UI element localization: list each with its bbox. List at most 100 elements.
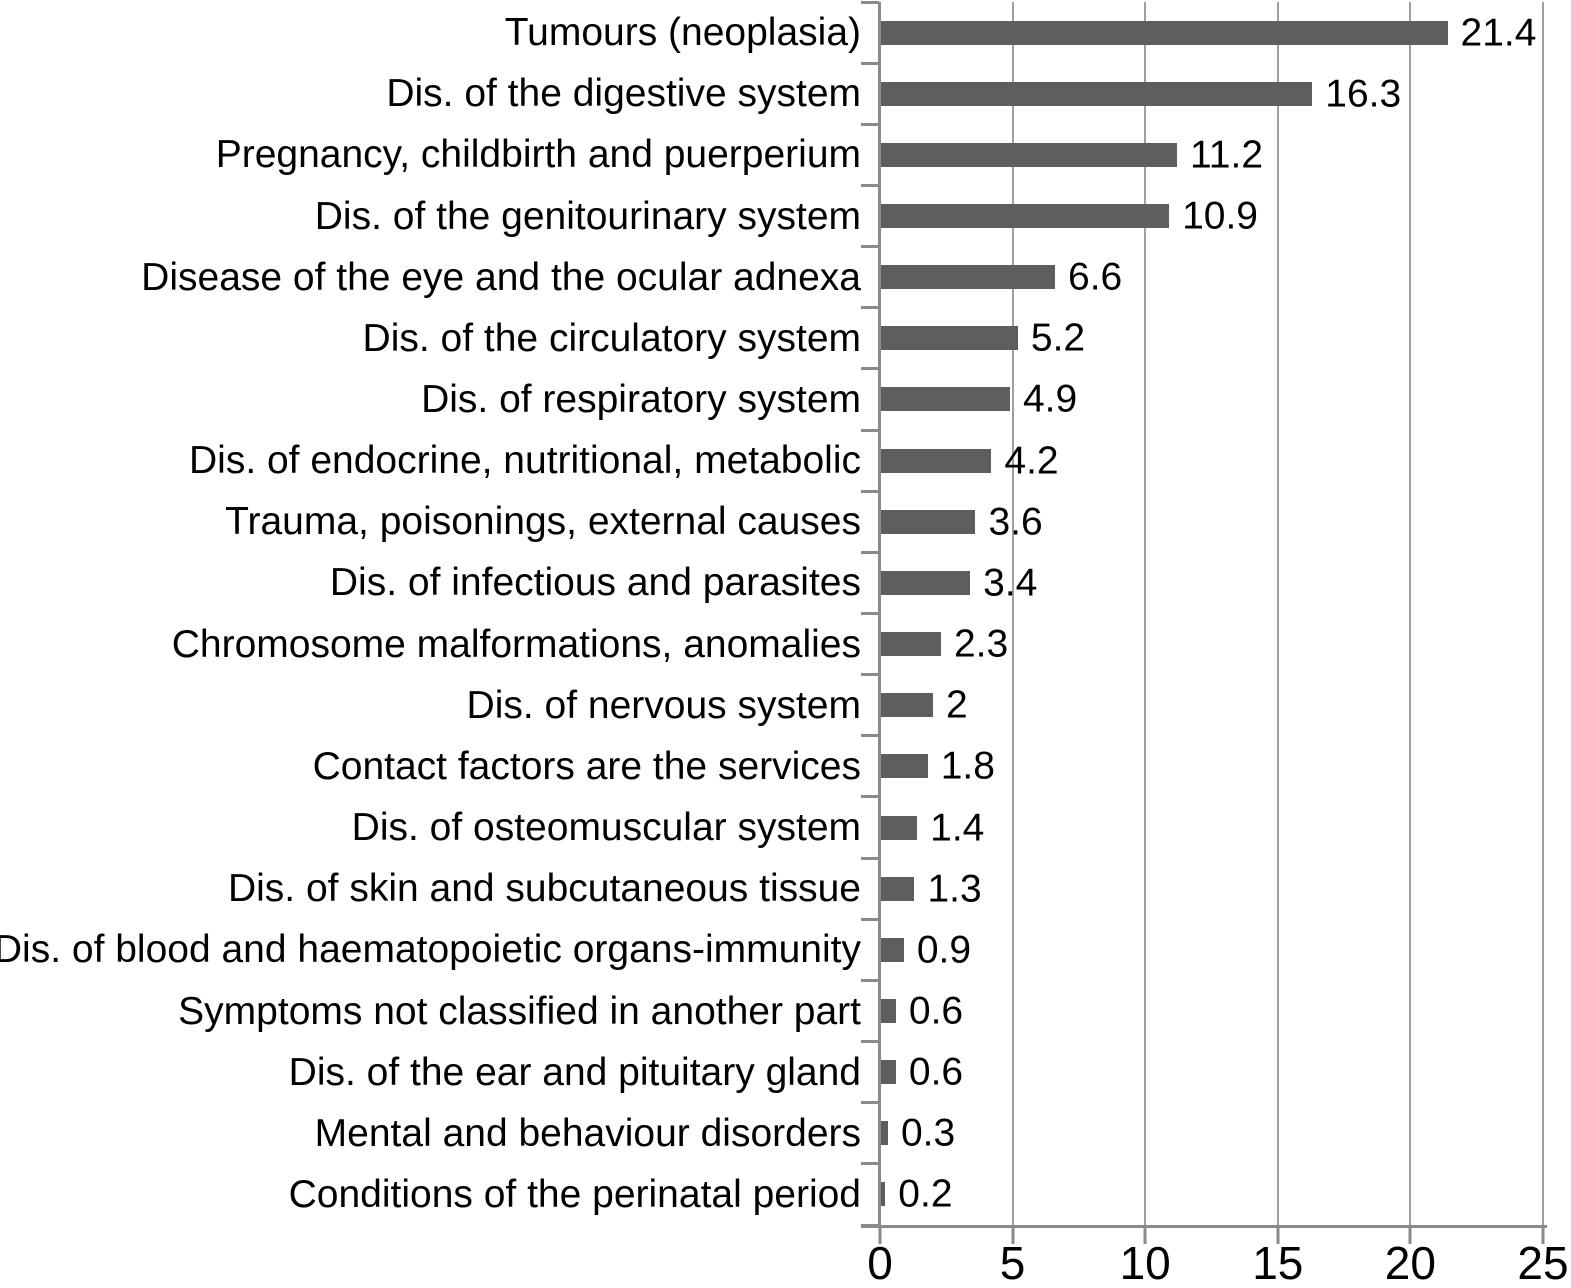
bar (880, 265, 1056, 290)
y-axis-tick (861, 856, 879, 860)
bar (880, 81, 1313, 106)
x-axis-tick-label: 25 (1517, 1237, 1569, 1288)
bar (880, 387, 1010, 412)
x-axis-tick (1011, 1228, 1015, 1244)
bar-value-label: 4.2 (1004, 439, 1059, 483)
y-axis-tick (861, 122, 879, 126)
x-axis-tick-labels: 0 5 10 15 20 25 (867, 1237, 1568, 1288)
bar-value-label: 1.3 (927, 867, 982, 911)
gridline (1144, 2, 1147, 1225)
category-label: Dis. of skin and subcutaneous tissue (227, 867, 861, 911)
bar-value-label: 0.3 (900, 1111, 956, 1155)
x-axis-tick-label: 15 (1252, 1237, 1304, 1288)
category-label: Dis. of infectious and parasites (329, 561, 861, 605)
category-label: Dis. of nervous system (466, 683, 861, 727)
category-label: Dis. of the genitourinary system (314, 194, 861, 238)
y-axis-tick (861, 1040, 879, 1044)
gridline (1409, 2, 1412, 1225)
category-label: Symptoms not classified in another part (178, 989, 861, 1033)
bar-value-label: 3.4 (983, 561, 1038, 605)
x-axis-tick (1408, 1228, 1412, 1244)
y-axis-tick (861, 0, 879, 4)
category-label: Dis. of the digestive system (386, 72, 861, 116)
category-label: Tumours (neoplasia) (504, 11, 861, 55)
x-axis-ticks (878, 1228, 1545, 1244)
category-label: Dis. of endocrine, nutritional, metaboli… (188, 439, 861, 483)
y-axis-tick (861, 1101, 879, 1105)
category-label: Dis. of respiratory system (421, 378, 861, 422)
bar (880, 754, 928, 779)
gridline (1276, 2, 1279, 1225)
y-axis-tick (861, 978, 879, 982)
bar (880, 509, 976, 534)
y-axis-tick (861, 612, 879, 615)
x-axis-line (861, 1225, 1547, 1228)
bar-value-label: 1.8 (940, 744, 995, 788)
bar-value-label: 0.9 (916, 928, 972, 972)
bar-value-label: 0.2 (898, 1172, 953, 1216)
category-label: Trauma, poisonings, external causes (225, 500, 861, 544)
bar-value-label: 2 (946, 683, 968, 727)
bar (880, 142, 1178, 167)
bar (880, 1182, 886, 1207)
bar (880, 448, 992, 473)
y-axis-line (878, 2, 881, 1228)
category-label: Chromosome malformations, anomalies (171, 622, 861, 666)
category-label: Pregnancy, childbirth and puerperium (215, 133, 861, 177)
bar (880, 1060, 896, 1085)
bar-value-label: 3.6 (988, 500, 1043, 544)
bar (880, 815, 918, 840)
bar-value-label: 10.9 (1182, 194, 1258, 238)
bar-value-label: 2.3 (953, 622, 1009, 666)
x-axis-tick (878, 1228, 882, 1244)
bar (880, 1121, 888, 1146)
y-axis-tick (861, 673, 879, 677)
category-label: Dis. of osteomuscular system (351, 806, 861, 850)
bar (880, 876, 915, 901)
bar (880, 937, 904, 962)
bar-value-label: 1.4 (930, 806, 985, 850)
bar (880, 998, 896, 1023)
x-axis-tick-label: 20 (1384, 1237, 1436, 1288)
bar (880, 204, 1170, 229)
category-label: Dis. of the ear and pituitary gland (288, 1050, 861, 1094)
bar-value-label: 6.6 (1068, 255, 1123, 299)
gridline (1542, 2, 1544, 1225)
bar (880, 632, 941, 657)
bar (880, 693, 934, 718)
y-axis-tick (861, 734, 879, 738)
y-axis-tick (861, 1162, 879, 1166)
y-axis-tick (861, 61, 879, 65)
y-axis-tick (861, 795, 879, 799)
category-label: Disease of the eye and the ocular adnexa (141, 255, 861, 299)
gridline (1011, 2, 1014, 1225)
bar (880, 20, 1448, 45)
category-label: Dis. of blood and haematopoietic organs-… (0, 928, 861, 972)
category-label: Mental and behaviour disorders (314, 1111, 861, 1155)
x-axis-tick (1541, 1228, 1545, 1244)
y-axis-tick (861, 550, 879, 554)
plot-area: 21.4 16.3 11.2 10.9 6.6 5.2 4.9 4.2 3.6 3.4 2.3 2 1.… (880, 2, 1544, 1225)
y-axis-tick (861, 367, 879, 371)
x-axis-tick (1143, 1228, 1147, 1244)
bar-value-label: 11.2 (1190, 133, 1264, 177)
y-axis-tick (861, 245, 879, 249)
bar-value-label: 5.2 (1030, 316, 1086, 360)
x-axis-tick-label: 10 (1119, 1237, 1171, 1288)
y-axis-tick (861, 489, 879, 493)
category-label: Dis. of the circulatory system (362, 316, 861, 360)
bar-value-label: 16.3 (1325, 72, 1402, 116)
y-axis-tick (861, 917, 879, 921)
y-axis-tick (861, 183, 879, 187)
bar-value-label: 21.4 (1460, 11, 1537, 55)
bar-value-label: 4.9 (1022, 377, 1078, 421)
bar (880, 570, 971, 595)
x-axis-tick (1276, 1228, 1280, 1244)
y-axis-tick (861, 306, 879, 310)
category-labels: Tumours (neoplasia) Dis. of the digestive… (0, 2, 870, 1225)
bar-value-label: 0.6 (908, 989, 964, 1033)
bar-value-label: 0.6 (908, 1050, 964, 1094)
bar (880, 326, 1018, 351)
category-label: Conditions of the perinatal period (288, 1173, 861, 1217)
